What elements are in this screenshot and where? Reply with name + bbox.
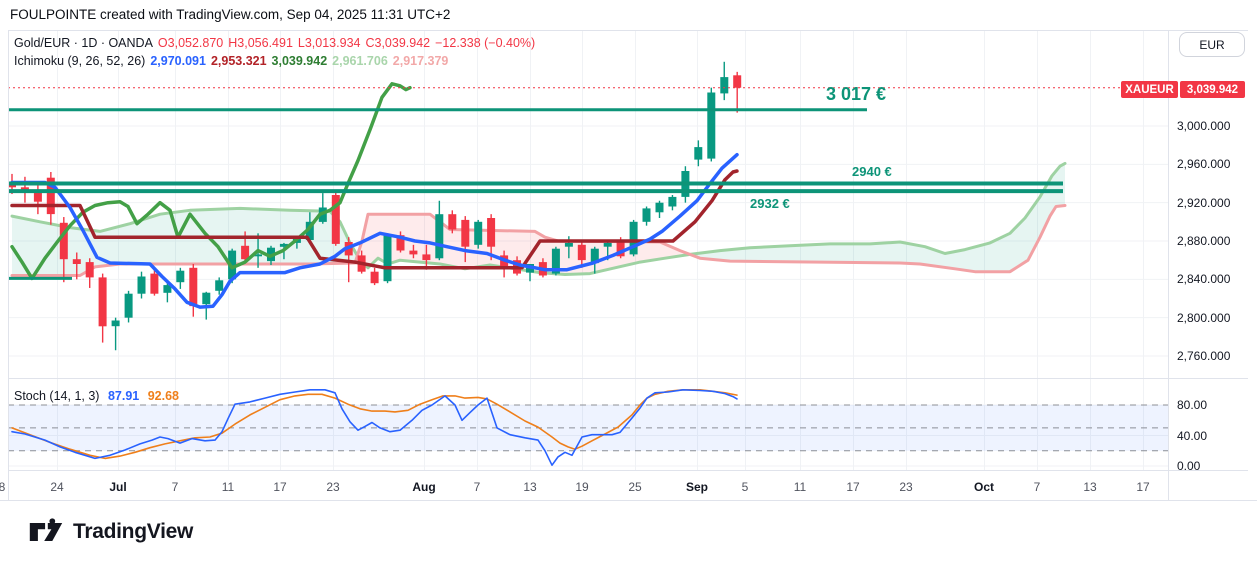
time-tick: 17	[1136, 480, 1150, 494]
level-price-label[interactable]: 3 017 €	[826, 84, 887, 104]
stoch-d-value: 92.68	[147, 389, 179, 403]
ichimoku-value: 2,917.379	[392, 54, 449, 68]
ohlc-value: H3,056.491	[228, 36, 293, 50]
time-tick: 7	[473, 480, 481, 494]
price-tick: 2,880.000	[1177, 233, 1231, 248]
currency-button[interactable]: EUR	[1179, 32, 1245, 57]
ichimoku-values: 2,970.091 2,953.321 3,039.942 2,961.706 2,91…	[150, 54, 453, 68]
stoch-tick: 80.00	[1177, 398, 1208, 412]
stoch-k-value: 87.91	[107, 389, 140, 403]
stoch-label[interactable]: Stoch (14, 1, 3)	[14, 389, 100, 403]
time-tick: 17	[273, 480, 287, 494]
level-price-label[interactable]: 2932 €	[750, 196, 790, 211]
last-price-value-badge: 3,039.942	[1180, 81, 1245, 98]
time-tick: 19	[575, 480, 589, 494]
time-tick: Sep	[685, 480, 708, 494]
time-tick: 7	[1033, 480, 1041, 494]
time-tick: 13	[523, 480, 537, 494]
ichimoku-value: 2,970.091	[150, 54, 206, 68]
time-tick: 25	[628, 480, 642, 494]
price-tick: 2,760.000	[1177, 348, 1231, 363]
time-tick: 5	[741, 480, 749, 494]
symbol-legend: Gold/EUR · 1D · OANDA O3,052.870 H3,056.49…	[14, 36, 545, 50]
price-tick: 2,920.000	[1177, 195, 1231, 210]
time-tick: Jul	[109, 480, 127, 494]
time-tick: 11	[221, 480, 235, 494]
time-tick: Oct	[973, 480, 994, 494]
ohlc-values: O3,052.870 H3,056.491 L3,013.934 C3,039.942…	[158, 36, 540, 50]
time-tick: 23	[326, 480, 340, 494]
price-tick: 2,960.000	[1177, 157, 1231, 172]
stoch-legend: Stoch (14, 1, 3) 87.91 92.68	[14, 389, 184, 403]
ichimoku-lines	[10, 82, 739, 309]
grid	[8, 30, 1168, 470]
time-tick: 17	[846, 480, 860, 494]
candles	[8, 61, 742, 351]
price-tick: 3,000.000	[1177, 119, 1231, 133]
time-tick: 11	[793, 480, 807, 494]
tradingview-logo[interactable]: TradingView	[28, 516, 193, 548]
time-tick: 8	[0, 480, 6, 494]
tradingview-logo-text: TradingView	[73, 520, 194, 543]
stoch-pane	[8, 388, 1168, 467]
time-tick: Aug	[412, 480, 436, 494]
ohlc-value: L3,013.934	[297, 36, 361, 50]
frame	[0, 30, 1257, 501]
ohlc-value: C3,039.942	[365, 36, 431, 50]
tradingview-logo-icon	[29, 518, 63, 541]
ichimoku-cloud	[10, 161, 1067, 277]
time-tick: 13	[1083, 480, 1097, 494]
attribution-text: FOULPOINTE created with TradingView.com,…	[10, 7, 451, 22]
ichimoku-value: 2,961.706	[332, 54, 388, 68]
ichimoku-value: 2,953.321	[210, 54, 267, 68]
stoch-tick: 40.00	[1177, 428, 1208, 443]
time-tick: 23	[899, 480, 913, 494]
ichimoku-legend: Ichimoku (9, 26, 52, 26) 2,970.091 2,953.3…	[14, 54, 458, 68]
price-tick: 2,800.000	[1177, 310, 1231, 325]
ohlc-value: −12.338 (−0.40%)	[435, 36, 536, 50]
price-tick: 2,840.000	[1177, 272, 1231, 287]
level-lines[interactable]	[8, 108, 1063, 280]
stoch-tick: 0.00	[1177, 459, 1201, 473]
time-tick: 24	[50, 480, 64, 494]
ichimoku-label[interactable]: Ichimoku (9, 26, 52, 26)	[14, 54, 146, 68]
level-price-label[interactable]: 2940 €	[852, 164, 892, 179]
ichimoku-value: 3,039.942	[271, 54, 328, 68]
last-price-symbol-badge: XAUEUR	[1121, 81, 1178, 98]
time-tick: 7	[171, 480, 179, 494]
ohlc-value: O3,052.870	[157, 36, 224, 50]
symbol-title[interactable]: Gold/EUR · 1D · OANDA	[14, 36, 153, 50]
